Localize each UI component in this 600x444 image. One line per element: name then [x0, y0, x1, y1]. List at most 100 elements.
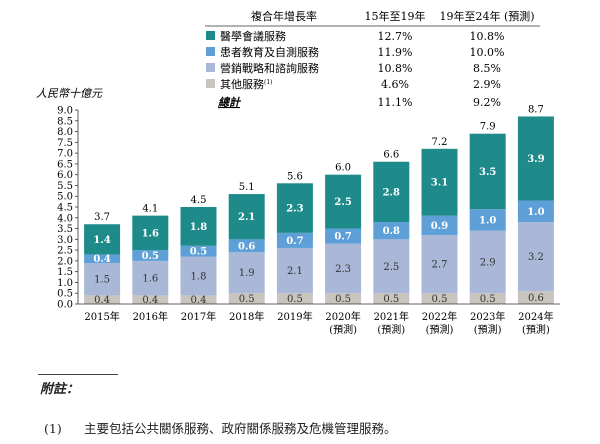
- data-label-medical_conference: 1.6: [142, 228, 159, 239]
- data-label-other: 0.4: [142, 295, 158, 306]
- y-axis-label: 人民幣十億元: [36, 87, 103, 100]
- y-tick-label: 2.0: [57, 256, 73, 267]
- growth-table-total-label: 總計: [217, 96, 242, 109]
- y-tick-label: 7.0: [57, 149, 73, 160]
- data-label-medical_conference: 2.1: [238, 212, 255, 223]
- bar-segment-patient_education: [373, 222, 410, 240]
- bar-segment-marketing_consulting: [132, 260, 169, 296]
- bar-segment-patient_education: [228, 239, 265, 253]
- bar-total-label: 6.6: [383, 150, 399, 161]
- legend-swatch-medical_conference: [206, 31, 215, 40]
- data-label-patient_education: 0.6: [238, 241, 255, 252]
- bar-segment-patient_education: [132, 250, 169, 261]
- cagr-15-19-medical_conference: 12.7%: [378, 30, 413, 43]
- legend-label-patient_education: 患者教育及自測服務: [220, 45, 319, 59]
- bar-total-label: 7.2: [432, 137, 448, 148]
- data-label-marketing_consulting: 1.9: [239, 268, 255, 279]
- cagr-19-24-other: 2.9%: [473, 78, 501, 91]
- growth-table-col1-header: 15年至19年: [365, 9, 426, 23]
- bar-segment-other: [517, 291, 554, 304]
- data-label-patient_education: 0.9: [431, 221, 448, 232]
- bar-segment-medical_conference: [517, 116, 554, 201]
- bar-total-label: 8.7: [528, 104, 544, 115]
- x-tick-label: 2018年: [229, 310, 264, 323]
- growth-table: 複合年增長率 15年至19年 19年至24年 (預測) 醫學會議服務 12.7% 1…: [205, 9, 540, 109]
- bar-total-label: 3.7: [94, 212, 110, 223]
- bar-segment-other: [325, 293, 362, 304]
- y-tick-label: 6.0: [57, 170, 73, 181]
- legend-swatch-other: [206, 79, 215, 88]
- legend-label-other: 其他服務(1): [220, 77, 273, 91]
- bar-total-label: 4.1: [142, 204, 158, 215]
- data-label-marketing_consulting: 2.1: [287, 266, 303, 277]
- data-label-medical_conference: 2.3: [286, 204, 303, 215]
- data-label-patient_education: 0.5: [190, 247, 207, 258]
- bar-segment-medical_conference: [373, 161, 410, 223]
- data-label-medical_conference: 3.9: [527, 154, 544, 165]
- bar-segment-medical_conference: [421, 148, 458, 216]
- x-tick-forecast-note: (預測): [329, 323, 357, 336]
- data-label-patient_education: 0.8: [383, 226, 400, 237]
- growth-table-total-c1: 11.1%: [378, 96, 413, 109]
- bar-total-label: 4.5: [191, 195, 207, 206]
- footnote-rule: [38, 374, 118, 375]
- data-label-medical_conference: 2.5: [334, 197, 351, 208]
- data-label-marketing_consulting: 1.5: [94, 275, 110, 286]
- data-label-medical_conference: 1.4: [93, 235, 110, 246]
- bar-segment-medical_conference: [180, 207, 217, 246]
- data-label-patient_education: 0.4: [93, 254, 110, 265]
- bar-segment-other: [469, 293, 506, 304]
- bar-segment-marketing_consulting: [373, 239, 410, 294]
- bar-total-label: 5.6: [287, 171, 303, 182]
- bar-segment-medical_conference: [469, 133, 506, 210]
- y-tick-label: 6.5: [57, 159, 73, 170]
- data-label-other: 0.6: [528, 293, 544, 304]
- data-label-patient_education: 0.7: [286, 236, 303, 247]
- footnote-1: (1) 主要包括公共關係服務、政府關係服務及危機管理服務。: [44, 418, 397, 437]
- bars: 0.4 1.5 0.4 1.4 3.7 0.4 1.6 0.5 1.6 4.1 0.4 1.8 0.5 1…: [84, 104, 554, 306]
- legend-label-marketing_consulting: 營銷戰略和諮詢服務: [220, 61, 319, 75]
- bar-segment-other: [84, 295, 121, 304]
- legend-swatch-patient_education: [206, 47, 215, 56]
- bar-total-label: 5.1: [239, 182, 255, 193]
- bar-segment-patient_education: [180, 245, 217, 257]
- bar-segment-marketing_consulting: [325, 243, 362, 294]
- data-label-medical_conference: 3.5: [479, 167, 496, 178]
- x-tick-label: 2015年: [84, 310, 119, 323]
- bar-segment-patient_education: [325, 228, 362, 244]
- y-tick-label: 7.5: [57, 138, 73, 149]
- x-axis: 2015年 2016年 2017年 2018年 2019年 2020年(預測)2021年(…: [78, 303, 560, 336]
- y-tick-label: 3.5: [57, 224, 73, 235]
- x-tick-label: 2016年: [133, 310, 168, 323]
- bar-segment-patient_education: [517, 200, 554, 223]
- bar-segment-other: [228, 293, 265, 304]
- bar-segment-medical_conference: [276, 183, 313, 233]
- y-tick-label: 0.0: [57, 300, 73, 311]
- data-label-marketing_consulting: 3.2: [528, 252, 544, 263]
- y-tick-label: 9.0: [57, 106, 73, 117]
- y-tick-label: 8.0: [57, 127, 73, 138]
- footnote-text: 主要包括公共關係服務、政府關係服務及危機管理服務。: [84, 421, 397, 436]
- cagr-15-19-marketing_consulting: 10.8%: [378, 62, 413, 75]
- x-tick-forecast-note: (預測): [522, 323, 550, 336]
- bar-segment-patient_education: [421, 215, 458, 236]
- footnote-number: (1): [44, 421, 62, 436]
- bar-segment-other: [373, 293, 410, 304]
- data-label-medical_conference: 2.8: [383, 187, 400, 198]
- x-tick-label: 2024年: [518, 310, 553, 323]
- bar-total-label: 6.0: [335, 163, 351, 174]
- y-tick-label: 1.5: [57, 267, 73, 278]
- legend-swatch-marketing_consulting: [206, 63, 215, 72]
- y-tick-label: 1.0: [57, 278, 73, 289]
- y-tick-label: 2.5: [57, 246, 73, 257]
- bar-segment-other: [421, 293, 458, 304]
- bar-segment-medical_conference: [325, 174, 362, 229]
- bar-segment-patient_education: [84, 254, 121, 264]
- bar-segment-other: [132, 295, 169, 304]
- bar-segment-patient_education: [469, 209, 506, 231]
- data-label-patient_education: 0.5: [142, 251, 159, 262]
- y-tick-label: 5.5: [57, 181, 73, 192]
- bar-segment-medical_conference: [84, 224, 121, 255]
- y-tick-label: 3.0: [57, 235, 73, 246]
- bar-segment-marketing_consulting: [84, 263, 121, 296]
